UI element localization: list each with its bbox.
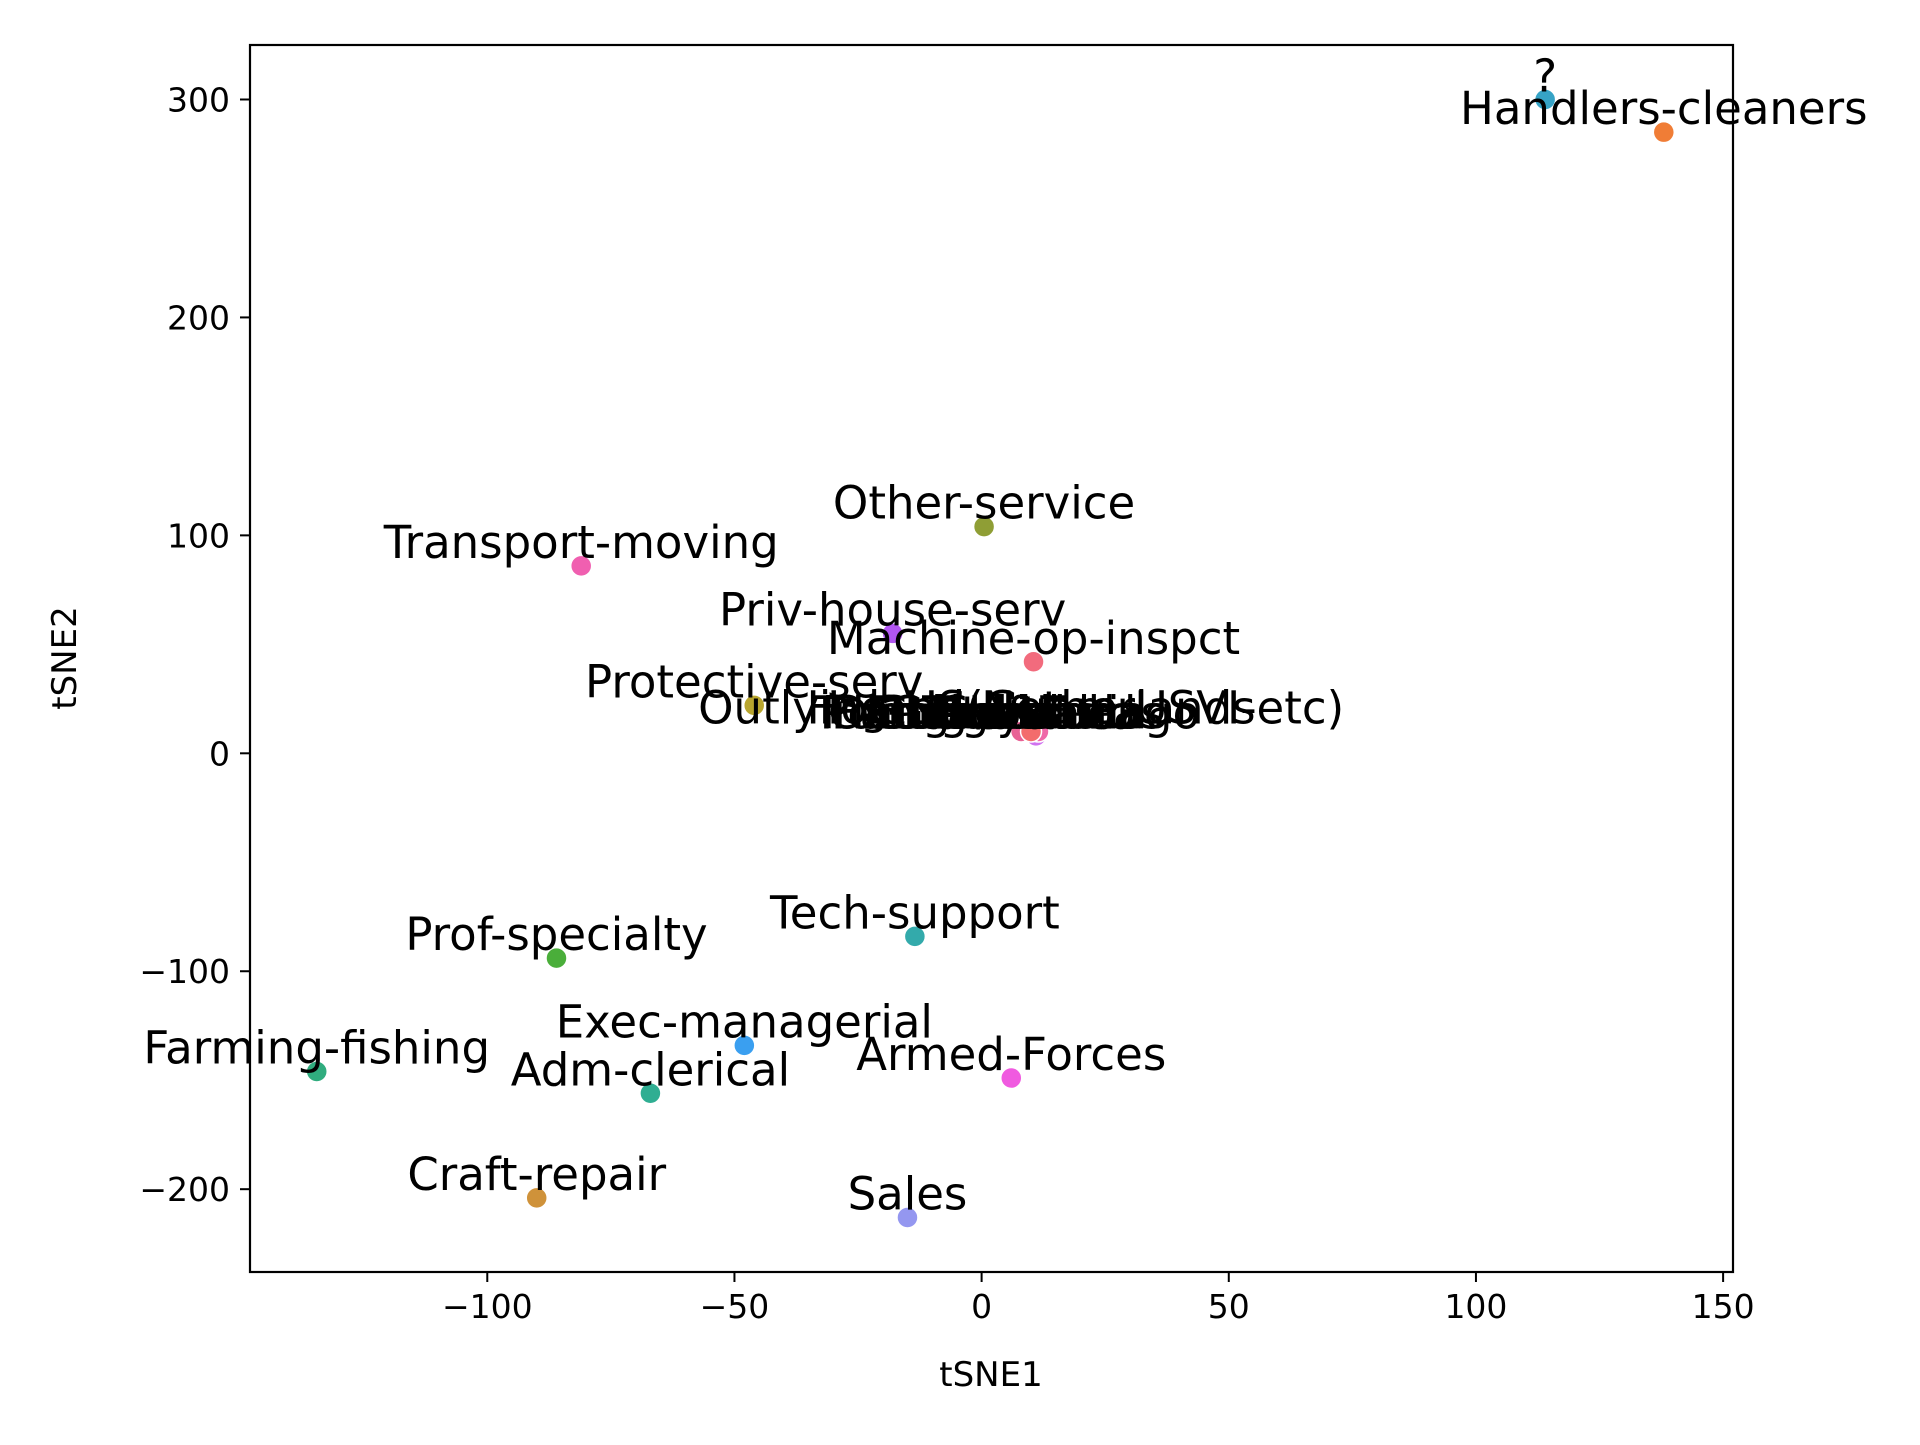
cluster-label: Greece	[889, 687, 1049, 740]
scatter-point	[972, 515, 996, 538]
plot-frame	[248, 43, 1735, 1274]
cluster-label: Ecuador	[865, 687, 1049, 740]
point-label: Craft-repair	[407, 1148, 666, 1201]
cluster-label: Columbia	[875, 687, 1087, 740]
point-label: Farming-fishing	[143, 1021, 490, 1074]
x-tick-label: 0	[971, 1287, 992, 1326]
point-label: Prof-specialty	[405, 908, 707, 961]
point-label: Armed-Forces	[856, 1028, 1166, 1081]
scatter-point	[569, 554, 593, 578]
y-tick-label: 200	[167, 298, 230, 337]
y-tick-label: −200	[139, 1170, 230, 1209]
y-tick-label: −100	[139, 952, 230, 991]
scatter-point	[903, 925, 927, 948]
point-label: Other-service	[833, 477, 1135, 530]
point-label: Tech-support	[769, 886, 1060, 939]
x-axis-label: tSNE1	[939, 1355, 1042, 1395]
cluster-label: Hungary	[831, 687, 1023, 740]
y-tick-label: 100	[167, 516, 230, 555]
point-label: Adm-clerical	[511, 1043, 790, 1096]
point-label: Protective-serv	[585, 655, 923, 708]
scatter-point	[1533, 88, 1557, 111]
cluster-labels: PortugalHungaryCambodiaEcuadorGreeceColu…	[812, 687, 1200, 740]
scatter-point	[305, 1060, 328, 1083]
scatter-point	[733, 1034, 756, 1057]
point-label: Outlying-US(Guam-USVI-etc)	[698, 682, 1344, 735]
point-label: ?	[1533, 49, 1557, 102]
x-tick-label: 100	[1444, 1287, 1507, 1326]
scatter-point	[1019, 720, 1043, 743]
y-tick-label: 300	[167, 80, 230, 119]
scatter-point	[639, 1082, 662, 1105]
cluster-label: Laos	[994, 687, 1098, 740]
y-axis-label: tSNE2	[45, 606, 85, 709]
point-label: Holand-Netherlands	[807, 682, 1256, 735]
data-points	[305, 88, 1676, 1229]
point-labels: ?Handlers-cleaners Other-service Transport…	[143, 49, 1867, 1220]
scatter-point	[1000, 1066, 1023, 1090]
x-tick-label: −100	[442, 1287, 533, 1326]
cluster-label: Scotland	[941, 687, 1137, 740]
x-tick-label: −50	[700, 1287, 770, 1326]
point-label: Sales	[848, 1168, 968, 1221]
cluster-label: Portugal	[822, 687, 1008, 740]
x-tick-label: 150	[1692, 1287, 1755, 1326]
y-axis-ticks: −200 −100 0 100 200 300	[139, 80, 250, 1209]
point-label: Transport-moving	[383, 516, 779, 569]
plot-background	[250, 45, 1733, 1272]
scatter-point	[1022, 650, 1045, 674]
point-label: Priv-house-serv	[719, 583, 1066, 636]
x-axis-ticks: −100 −50 0 50 100 150	[442, 1272, 1755, 1326]
point-label: Machine-op-inspct	[827, 612, 1240, 665]
cluster-label: Honduras	[948, 687, 1165, 740]
y-tick-label: 0	[209, 734, 230, 773]
scatter-point	[1652, 120, 1676, 144]
cluster-label: Guatemala	[870, 687, 1118, 740]
scatter-point	[742, 694, 766, 717]
cluster-label: Cambodia	[828, 687, 1056, 740]
point-label: Handlers-cleaners	[1460, 82, 1868, 135]
scatter-point	[545, 946, 568, 970]
cluster-label: Yugoslavia	[909, 687, 1147, 740]
point-label: Exec-managerial	[556, 995, 933, 1048]
x-tick-label: 50	[1208, 1287, 1250, 1326]
cluster-label: Trinadad&Tobago	[812, 687, 1200, 740]
scatter-point	[881, 622, 904, 645]
scatter-point	[525, 1186, 548, 1210]
cluster-label: Thailand	[921, 687, 1115, 740]
scatter-point	[896, 1206, 919, 1229]
